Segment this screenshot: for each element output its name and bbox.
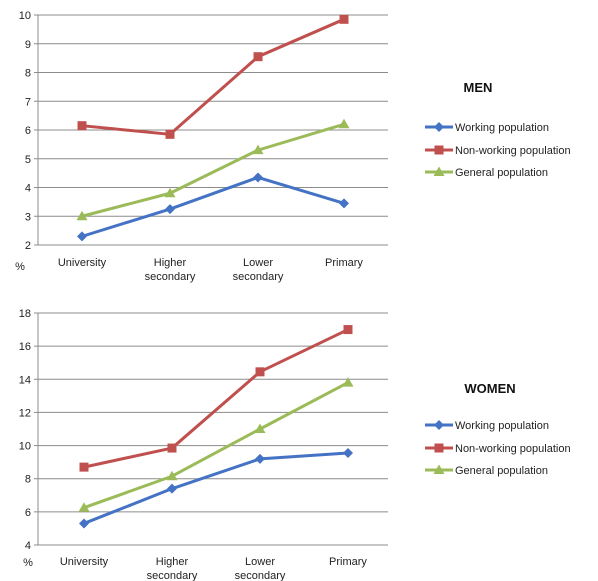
legend-label: Working population <box>455 420 549 432</box>
x-tick-label: Higher <box>156 556 189 568</box>
legend-item: General population <box>425 464 548 477</box>
legend-item: Non-working population <box>425 145 571 157</box>
x-tick-label: Primary <box>325 257 363 269</box>
y-tick-label: 4 <box>25 540 31 552</box>
y-tick-label: 8 <box>25 68 31 80</box>
y-tick-label: 18 <box>19 308 31 320</box>
legend-item: Working population <box>425 420 549 432</box>
data-point <box>78 502 90 512</box>
x-tick-label: secondary <box>145 271 196 283</box>
legend-marker <box>434 420 444 430</box>
data-point <box>342 377 354 387</box>
x-tick-label: secondary <box>233 271 284 283</box>
chart-title: WOMEN <box>464 381 515 396</box>
data-point <box>254 423 266 433</box>
data-point <box>77 121 87 131</box>
legend-marker <box>434 122 444 132</box>
y-tick-label: 2 <box>25 240 31 252</box>
y-tick-label: 14 <box>19 374 31 386</box>
data-point <box>79 462 89 472</box>
x-tick-label: Lower <box>243 257 273 269</box>
legend-marker <box>433 464 445 474</box>
data-point <box>255 367 265 377</box>
men-chart: 2 3 4 5 6 7 8 9 10% University Higher secondary Lowe… <box>15 10 570 283</box>
data-point <box>79 518 89 529</box>
data-point <box>343 448 353 459</box>
legend-marker <box>433 166 445 176</box>
y-tick-label: 3 <box>25 211 31 223</box>
data-point <box>253 172 263 183</box>
legend-label: General population <box>455 167 548 179</box>
legend-label: Non-working population <box>455 443 571 455</box>
y-tick-label: 4 <box>25 183 31 195</box>
y-tick-label: 9 <box>25 39 31 51</box>
data-point <box>166 470 178 481</box>
series-line <box>81 122 345 218</box>
data-point <box>343 325 353 335</box>
x-tick-label: University <box>58 257 107 269</box>
legend-label: Working population <box>455 122 549 134</box>
y-tick-label: 8 <box>25 474 31 486</box>
y-tick-label: 5 <box>25 154 31 166</box>
legend-label: Non-working population <box>455 145 571 157</box>
y-tick-label: 10 <box>19 10 31 22</box>
x-tick-label: Primary <box>329 556 367 568</box>
legend-item: Working population <box>425 122 549 134</box>
women-chart: 4 6 8 10 12 14 16 18% University Higher secondary L… <box>19 308 571 581</box>
data-point <box>164 187 176 198</box>
series-line <box>81 17 345 136</box>
x-tick-label: Higher <box>154 257 187 269</box>
series-line <box>83 381 349 510</box>
data-point <box>167 483 177 494</box>
x-tick-label: University <box>60 556 109 568</box>
data-point <box>339 14 349 24</box>
y-tick-label: 10 <box>19 441 31 453</box>
legend-item: General population <box>425 166 548 179</box>
x-tick-label: Lower <box>245 556 275 568</box>
data-point <box>165 204 175 215</box>
y-tick-label: 7 <box>25 96 31 108</box>
y-axis-label: % <box>23 557 33 569</box>
legend-item: Non-working population <box>425 443 571 455</box>
y-tick-label: 16 <box>19 341 31 353</box>
data-point <box>338 118 350 129</box>
series-line <box>81 175 345 238</box>
legend-label: General population <box>455 465 548 477</box>
data-point <box>167 443 177 453</box>
series-line <box>83 451 349 525</box>
y-axis-label: % <box>15 261 25 273</box>
x-tick-label: secondary <box>235 570 286 581</box>
data-point <box>255 453 265 464</box>
y-tick-label: 6 <box>25 125 31 137</box>
legend-marker <box>434 145 444 155</box>
data-point <box>77 231 87 242</box>
data-point <box>253 52 263 62</box>
y-tick-label: 12 <box>19 407 31 419</box>
series-line <box>83 328 349 469</box>
chart-title: MEN <box>464 80 493 95</box>
data-point <box>339 198 349 209</box>
data-point <box>165 129 175 139</box>
x-tick-label: secondary <box>147 570 198 581</box>
legend-marker <box>434 443 444 453</box>
data-point <box>76 210 88 221</box>
y-tick-label: 6 <box>25 507 31 519</box>
data-point <box>252 144 264 155</box>
